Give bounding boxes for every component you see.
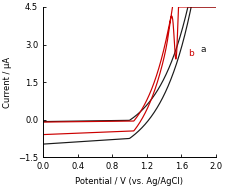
Text: a: a bbox=[200, 45, 205, 54]
Y-axis label: Current / μA: Current / μA bbox=[3, 57, 12, 108]
X-axis label: Potential / V (vs. Ag/AgCl): Potential / V (vs. Ag/AgCl) bbox=[75, 177, 183, 186]
Text: b: b bbox=[187, 49, 193, 58]
